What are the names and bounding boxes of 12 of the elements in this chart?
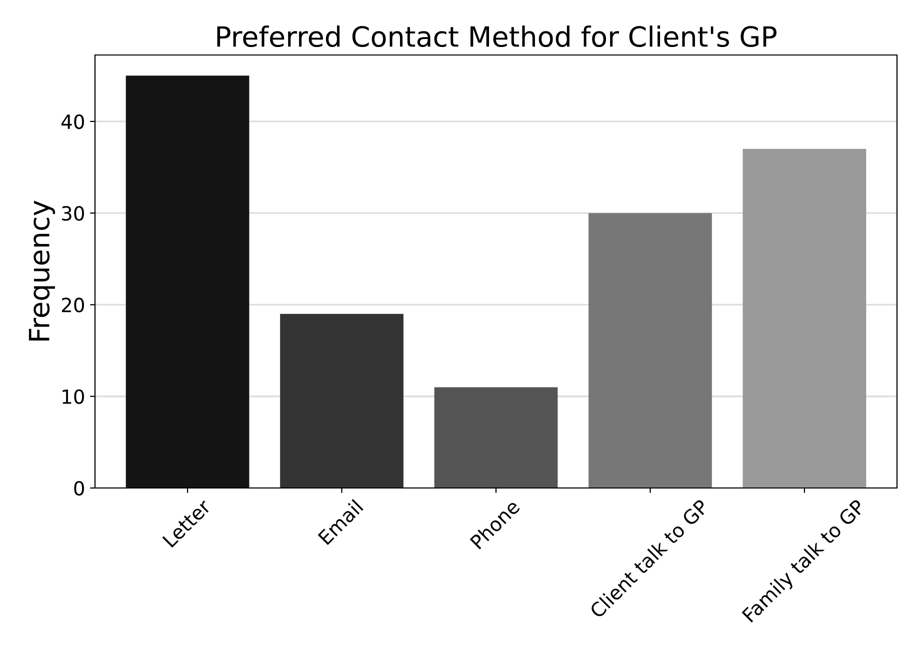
y-tick-label: 40 (61, 114, 84, 130)
y-tick-label: 10 (62, 389, 84, 404)
bar (126, 76, 250, 488)
chart-title: Preferred Contact Method for Client's GP (217, 26, 776, 48)
bar (742, 148, 866, 488)
bar (434, 387, 558, 488)
y-axis-title: Frequency (28, 200, 55, 341)
y-tick-label: 20 (62, 298, 84, 312)
bar (588, 213, 712, 488)
bar (280, 314, 404, 488)
y-tick-label: 30 (62, 206, 84, 221)
y-tick-label: 0 (74, 480, 84, 496)
